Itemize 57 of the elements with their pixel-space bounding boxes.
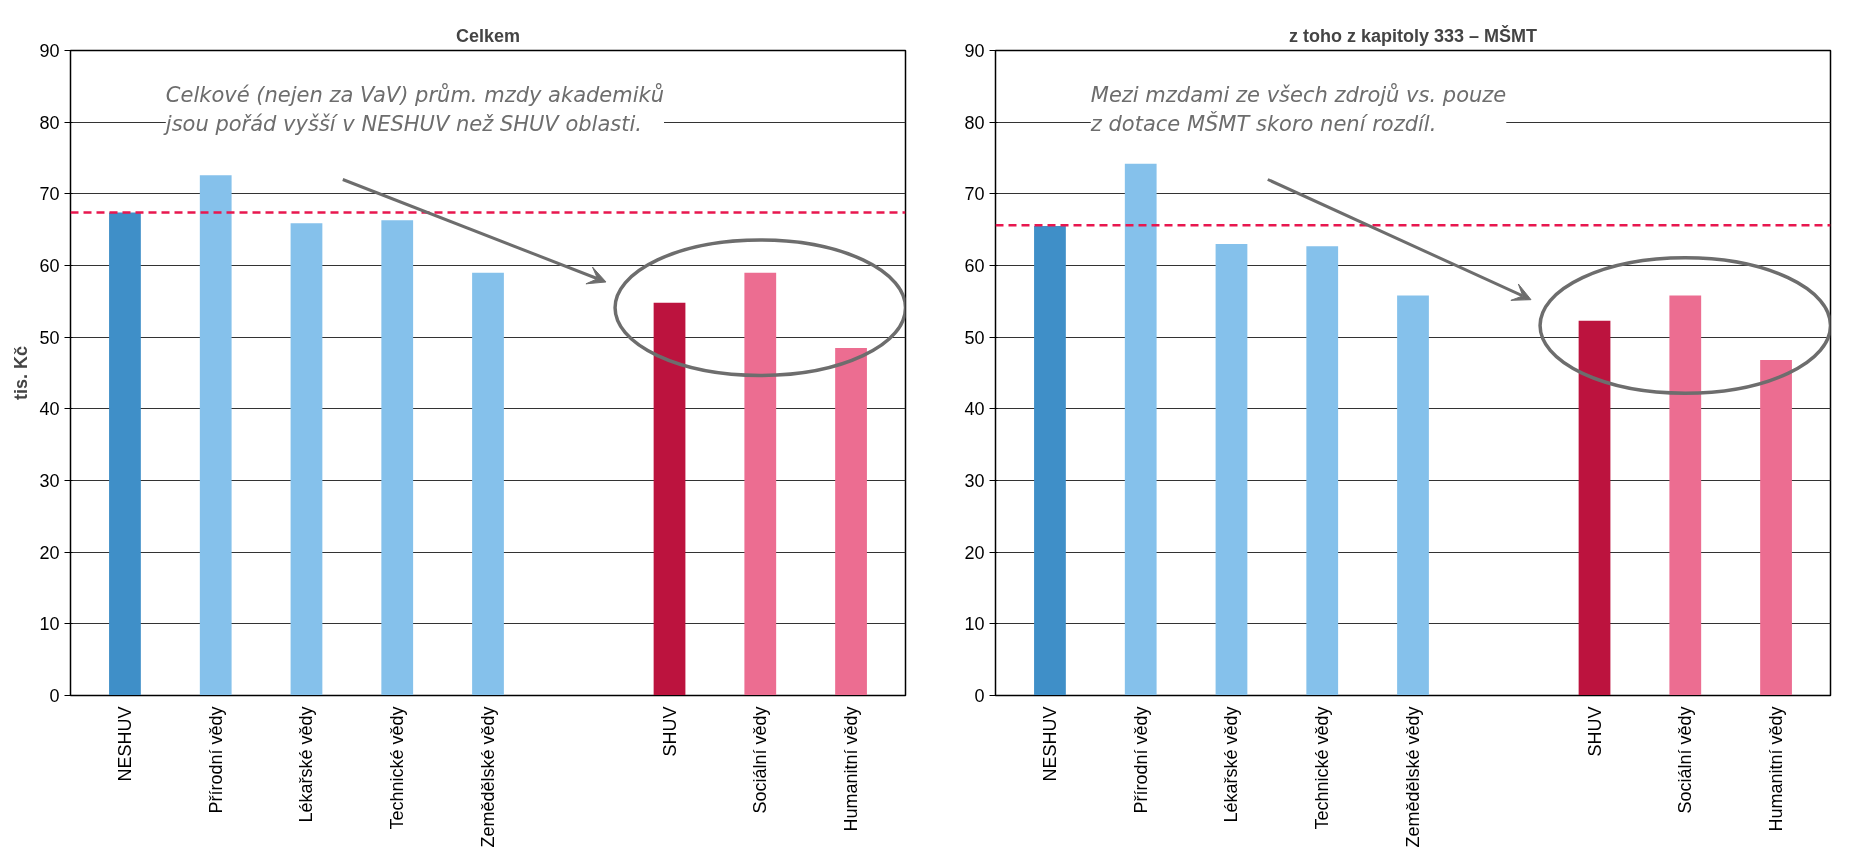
x-tick-label: NESHUV [1039, 706, 1060, 782]
y-tick-label: 0 [974, 686, 985, 706]
bar [1578, 320, 1611, 696]
y-tick-label: 70 [964, 184, 985, 205]
x-tick-label: SHUV [1584, 706, 1605, 757]
y-tick-label: 70 [39, 184, 60, 205]
y-tick-label: 60 [964, 256, 985, 276]
bar [109, 212, 141, 696]
x-tick-label: Technické vědy [387, 706, 408, 830]
x-tick-label: Přírodní vědy [1130, 706, 1151, 814]
annotation: Mezi mzdami ze všech zdrojů vs. pouze z dotace MŠMT skoro není rozdíl. [1089, 81, 1507, 136]
chart-title: Celkem [455, 25, 521, 46]
x-tick-label: NESHUV [114, 706, 135, 782]
chart-title: z toho z kapitoly 333 – MŠMT [1288, 24, 1538, 46]
y-tick-label: 50 [964, 327, 985, 348]
x-tick-label: Lékařské vědy [1221, 706, 1242, 823]
y-tick-label: 80 [39, 112, 60, 133]
y-tick-label: 30 [964, 471, 985, 491]
bar [1397, 295, 1429, 696]
y-tick-label: 60 [39, 256, 60, 276]
y-tick-label: 40 [39, 399, 60, 420]
x-tick-label: Humanitní vědy [841, 706, 862, 832]
x-tick-label: Zemědělské vědy [478, 706, 498, 848]
x-tick-label: Sociální vědy [750, 706, 771, 814]
y-tick-label: 40 [964, 399, 985, 420]
x-tick-label: Přírodní vědy [205, 706, 226, 814]
bar [1760, 360, 1792, 696]
bar [1215, 244, 1248, 696]
y-axis-title: tis. Kč [11, 345, 32, 401]
bar [290, 223, 323, 696]
y-tick-label: 80 [964, 112, 985, 133]
annotation: Celkové (nejen za VaV) prům. mzdy akademiků jsou pořád vyšší v NESHUV než SHUV oblasti. [162, 81, 665, 136]
bar [1034, 226, 1066, 696]
x-tick-label: SHUV [659, 706, 680, 757]
y-tick-label: 30 [39, 471, 60, 491]
y-tick-label: 10 [39, 614, 60, 635]
bar [744, 272, 777, 696]
x-tick-label: Humanitní vědy [1766, 706, 1787, 832]
x-tick-label: Lékařské vědy [296, 706, 317, 823]
bar [1306, 246, 1339, 696]
bar [835, 347, 867, 696]
x-tick-label: Zemědělské vědy [1403, 706, 1423, 848]
y-tick-label: 90 [39, 41, 60, 61]
y-tick-label: 20 [964, 542, 985, 563]
bar [472, 272, 504, 696]
bar [1669, 295, 1702, 696]
y-tick-label: 90 [964, 41, 985, 61]
bar [1124, 163, 1157, 696]
bar [653, 302, 686, 696]
y-tick-label: 0 [49, 686, 60, 706]
x-tick-label: Sociální vědy [1675, 706, 1696, 814]
y-tick-label: 50 [39, 327, 60, 348]
bar [381, 220, 414, 696]
x-tick-label: Technické vědy [1312, 706, 1333, 830]
bar [199, 175, 232, 696]
y-tick-label: 20 [39, 542, 60, 563]
y-tick-label: 10 [964, 614, 985, 635]
